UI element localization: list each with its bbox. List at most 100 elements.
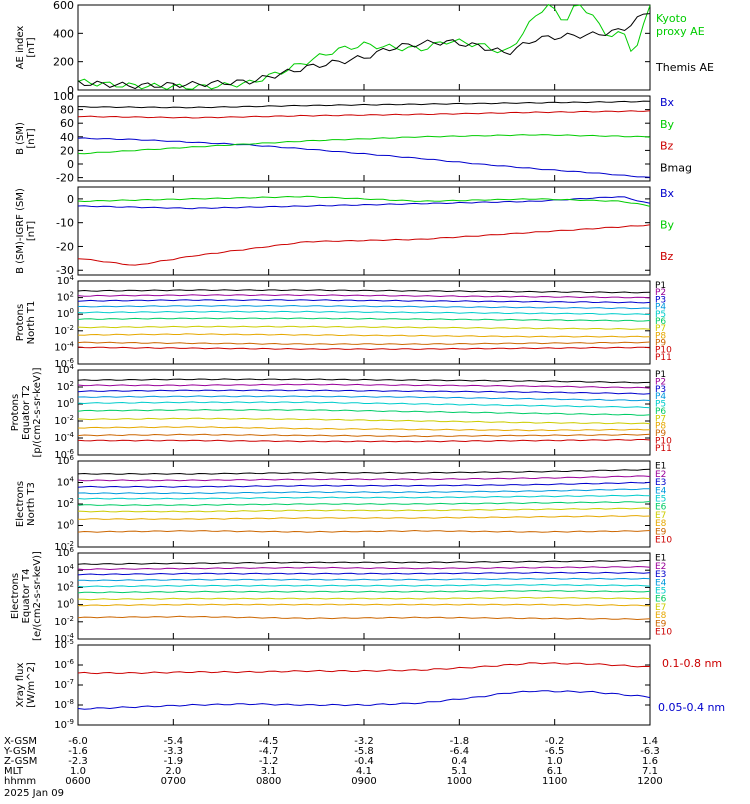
- ephem-value-mlt: 3.1: [261, 766, 277, 777]
- ytick-label: 100: [57, 519, 74, 532]
- ytick-label: 10-6: [54, 658, 74, 671]
- series-line-electrons_e-e5: [77, 583, 651, 588]
- ylabel-electrons_e: Equator T4: [21, 569, 32, 624]
- ephem-value-time: 0700: [161, 776, 186, 787]
- ephem-value-time: 0800: [256, 776, 281, 787]
- ephem-value-y: -6.5: [545, 746, 565, 757]
- legend-electrons_e-e4: E4: [655, 578, 667, 588]
- legend-protons_n-p7: P7: [655, 324, 666, 334]
- ylabel-electrons_n: Electrons: [15, 481, 26, 527]
- ylabel-ae: AE index: [15, 26, 26, 70]
- ytick-label: 10-6: [54, 448, 74, 461]
- legend-protons_e-p5: P5: [655, 400, 666, 410]
- panel-frame-ae: [77, 4, 651, 91]
- series-line-bsm-bx: [77, 137, 651, 178]
- legend-electrons_n-e4: E4: [655, 486, 667, 496]
- ytick-label: 10-6: [54, 357, 74, 370]
- ephem-row-label-x-gsm: X-GSM: [4, 736, 37, 747]
- ytick-label: -30: [56, 264, 74, 277]
- legend-electrons_e-e5: E5: [655, 587, 666, 597]
- ytick-label: 0: [67, 84, 74, 97]
- legend-protons_e-p4: P4: [655, 392, 666, 402]
- ytick-label: 104: [57, 563, 75, 576]
- ephem-value-mlt: 6.1: [547, 766, 563, 777]
- series-line-protons_e-p1: [77, 378, 651, 384]
- ylabel-bsm: [nT]: [26, 128, 37, 148]
- legend-protons_e-p8: P8: [655, 422, 666, 432]
- legend-bdiff-bz: Bz: [660, 250, 674, 263]
- ytick-label: 100: [57, 598, 74, 611]
- ytick-label: 104: [57, 274, 75, 287]
- series-line-electrons_e-e9: [77, 615, 651, 621]
- legend-protons_e-p9: P9: [655, 429, 666, 439]
- ytick-label: 10-7: [54, 678, 74, 691]
- ephem-row-label-z-gsm: Z-GSM: [4, 756, 37, 767]
- ytick-label: -20: [56, 172, 74, 185]
- legend-bsm-bz: Bz: [660, 140, 674, 153]
- ylabel-protons_e: Protons: [10, 394, 21, 431]
- panel-frame-protons_n: [77, 280, 651, 365]
- legend-electrons_n-e3: E3: [655, 478, 666, 488]
- legend-protons_n-p10: P10: [655, 346, 672, 356]
- ephem-value-x: -4.5: [259, 736, 279, 747]
- ytick-label: 102: [57, 291, 74, 304]
- ytick-label: -20: [56, 240, 74, 253]
- ytick-label: 0: [67, 193, 74, 206]
- ytick-label: -10: [56, 217, 74, 230]
- legend-electrons_n-e2: E2: [655, 470, 666, 480]
- legend-electrons_n-e10: E10: [655, 536, 672, 546]
- ytick-label: 106: [57, 546, 75, 559]
- series-line-electrons_e-e4: [77, 577, 651, 582]
- legend-bdiff-by: By: [660, 218, 675, 231]
- ephem-value-x: -5.4: [164, 736, 184, 747]
- series-line-electrons_n-e7: [77, 507, 651, 513]
- ytick-label: 100: [57, 397, 74, 410]
- ylabel-bdiff: [nT]: [26, 221, 37, 241]
- ytick-label: 10-4: [54, 340, 74, 353]
- ylabel-bsm: B (SM): [15, 122, 26, 155]
- series-line-xray-0108nm: [77, 662, 651, 675]
- ephem-value-mlt: 5.1: [451, 766, 467, 777]
- ylabel-xray: Xray flux: [15, 663, 26, 708]
- series-line-protons_n-p9: [77, 341, 651, 346]
- series-line-protons_e-p9: [77, 433, 651, 438]
- ylabel-xray: [W/m^2]: [26, 662, 37, 708]
- legend-bsm-bx: Bx: [660, 96, 675, 109]
- legend-protons_e-p10: P10: [655, 436, 672, 446]
- series-line-electrons_n-e8: [77, 515, 651, 521]
- ytick-label: 10-4: [54, 632, 74, 645]
- ephem-value-time: 1200: [637, 776, 662, 787]
- series-line-protons_n-p5: [77, 310, 651, 316]
- panel-frame-electrons_e: [77, 552, 651, 640]
- series-line-electrons_n-e5: [77, 494, 651, 500]
- legend-protons_e-p3: P3: [655, 385, 666, 395]
- ytick-label: 10-2: [54, 615, 74, 628]
- legend-xray-long: 0.1-0.8 nm: [662, 657, 722, 670]
- ylabel-bdiff: B (SM)-IGRF (SM): [15, 188, 26, 274]
- series-line-protons_n-p1: [77, 289, 651, 294]
- legend-bdiff-bx: Bx: [660, 187, 675, 200]
- ephem-value-y: -6.3: [640, 746, 660, 757]
- series-line-protons_n-p6: [77, 317, 651, 322]
- series-line-electrons_e-e6: [77, 589, 651, 594]
- legend-protons_n-p5: P5: [655, 310, 666, 320]
- ytick-label: 102: [57, 380, 74, 393]
- ytick-label: 10-4: [54, 431, 74, 444]
- legend-protons_e-p1: P1: [655, 370, 666, 380]
- series-line-protons_n-p7: [77, 325, 651, 330]
- series-line-ae-themisae: [77, 13, 651, 90]
- series-line-protons_e-p2: [77, 383, 651, 389]
- legend-electrons_n-e1: E1: [655, 462, 666, 472]
- series-line-bsm-bmag: [78, 100, 651, 109]
- ytick-label: 104: [57, 363, 75, 376]
- legend-protons_e-p7: P7: [655, 414, 666, 424]
- ytick-label: 20: [60, 144, 74, 157]
- ephem-value-y: -6.4: [450, 746, 470, 757]
- ephem-value-time: 1100: [542, 776, 567, 787]
- ytick-label: 100: [57, 307, 74, 320]
- ephem-row-label-y-gsm: Y-GSM: [3, 746, 36, 757]
- legend-kyoto: Kyoto: [656, 12, 687, 25]
- series-line-bsm-by: [77, 134, 651, 155]
- ytick-label: 0: [67, 158, 74, 171]
- ytick-label: 80: [60, 104, 74, 117]
